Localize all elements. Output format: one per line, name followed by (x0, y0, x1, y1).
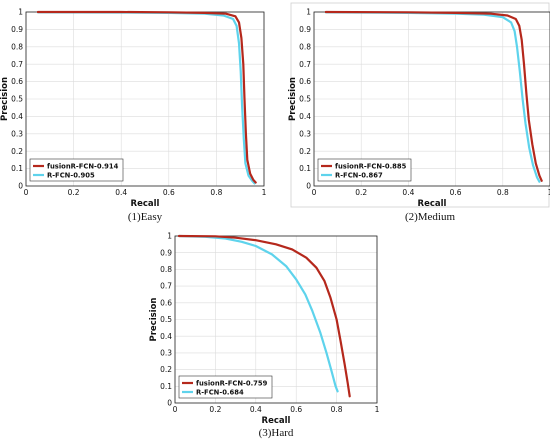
x-axis-label: Recall (131, 199, 160, 209)
y-tick-label: 0 (18, 182, 23, 191)
x-tick-label: 0.8 (210, 188, 222, 197)
x-tick-label: 0.8 (331, 405, 343, 414)
x-tick-label: 0 (312, 188, 317, 197)
x-tick-label: 1 (375, 405, 380, 414)
legend-entry: R-FCN-0.684 (196, 388, 244, 396)
y-tick-label: 0.5 (11, 95, 23, 104)
panel-medium: 0 0.2 0.4 0.6 0.8 1 0 0.1 0.2 0.3 0.4 0.5 0.6 0.7 0.8 0… (288, 2, 550, 223)
y-tick-label: 0.6 (299, 77, 311, 86)
x-tick-label: 0.6 (290, 405, 302, 414)
x-tick-label: 0.4 (115, 188, 127, 197)
y-axis-label: Precision (149, 297, 159, 341)
y-tick-label: 0.4 (11, 112, 23, 121)
y-tick-label: 0.4 (160, 332, 172, 341)
legend-entry: R-FCN-0.867 (335, 171, 383, 179)
x-tick-label: 0.4 (250, 405, 262, 414)
x-axis-label: Recall (418, 199, 447, 209)
x-tick-label: 0.6 (450, 188, 462, 197)
y-axis-label: Precision (0, 77, 10, 121)
panel-caption: (2)Medium (405, 211, 456, 223)
series-line-0 (177, 234, 351, 398)
y-tick-label: 0.1 (299, 164, 311, 173)
y-tick-label: 0.8 (299, 42, 311, 51)
y-tick-label: 1 (18, 8, 23, 17)
x-tick-label: 0.2 (209, 405, 221, 414)
y-tick-label: 0.2 (160, 365, 172, 374)
panel-caption: (3)Hard (259, 427, 294, 439)
y-tick-label: 0.7 (299, 60, 311, 69)
panel-caption: (1)Easy (128, 211, 163, 223)
legend-box (29, 158, 124, 182)
y-tick-label: 1 (306, 8, 311, 17)
y-tick-label: 0.9 (299, 25, 311, 34)
legend-entry: R-FCN-0.905 (47, 171, 95, 179)
y-tick-label: 0.9 (160, 248, 172, 257)
y-tick-label: 0.3 (160, 349, 172, 358)
y-tick-label: 0.6 (160, 298, 172, 307)
y-tick-label: 0 (167, 399, 172, 408)
x-tick-label: 1 (548, 188, 550, 197)
x-tick-label: 1 (262, 188, 267, 197)
x-tick-label: 0.6 (163, 188, 175, 197)
y-tick-label: 0.1 (11, 164, 23, 173)
y-tick-label: 0.2 (299, 147, 311, 156)
panel-hard: 0 0.2 0.4 0.6 0.8 1 0 0.1 0.2 0.3 0.4 0.5 0.6 0.7 0.8 0… (149, 232, 380, 439)
axes-box (174, 235, 378, 404)
y-tick-label: 0.6 (11, 77, 23, 86)
x-tick-label: 0.8 (497, 188, 509, 197)
y-tick-label: 0.4 (299, 112, 311, 121)
y-tick-label: 0.3 (11, 129, 23, 138)
x-tick-label: 0 (24, 188, 29, 197)
x-tick-label: 0.2 (355, 188, 367, 197)
x-axis-label: Recall (262, 416, 291, 426)
x-tick-label: 0 (173, 405, 178, 414)
legend-box (317, 158, 412, 182)
legend-box (178, 375, 273, 399)
series-line-0 (324, 10, 543, 182)
y-tick-label: 1 (167, 232, 172, 241)
y-tick-label: 0.9 (11, 25, 23, 34)
x-tick-label: 0.2 (68, 188, 80, 197)
y-tick-label: 0.8 (11, 42, 23, 51)
y-tick-label: 0 (306, 182, 311, 191)
y-tick-label: 0.1 (160, 382, 172, 391)
y-tick-label: 0.2 (11, 147, 23, 156)
legend-entry: fusionR-FCN-0.759 (196, 379, 268, 387)
y-tick-label: 0.5 (299, 95, 311, 104)
y-tick-label: 0.5 (160, 315, 172, 324)
legend-entry: fusionR-FCN-0.914 (47, 162, 119, 170)
panel-easy: 0 0.2 0.4 0.6 0.8 1 0 0.1 0.2 0.3 0.4 0.5 0.6 0.7 0.8 0… (0, 8, 267, 223)
series-line-1 (177, 234, 339, 393)
legend-entry: fusionR-FCN-0.885 (335, 162, 407, 170)
x-tick-label: 0.4 (402, 188, 414, 197)
y-axis-label: Precision (288, 77, 298, 121)
y-tick-label: 0.7 (11, 60, 23, 69)
y-tick-label: 0.7 (160, 282, 172, 291)
y-tick-label: 0.8 (160, 265, 172, 274)
y-tick-label: 0.3 (299, 129, 311, 138)
